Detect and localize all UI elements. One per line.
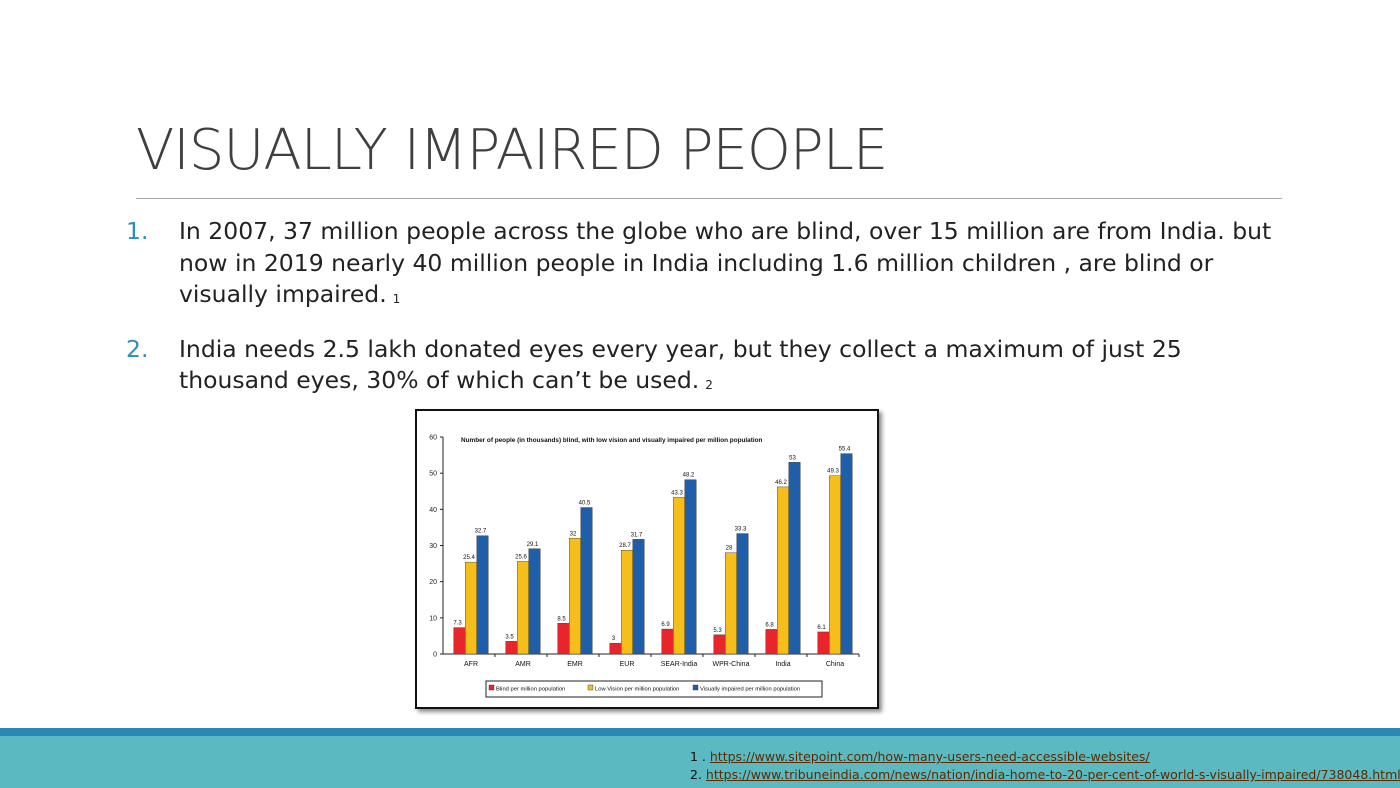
data-label: 33.3	[735, 527, 747, 533]
bullet-ref-1: 1	[392, 292, 401, 306]
data-label: 25.6	[515, 554, 527, 560]
title-divider	[136, 198, 1282, 199]
bar	[673, 497, 685, 655]
y-tick-label: 10	[429, 615, 437, 622]
y-tick-label: 20	[429, 579, 437, 586]
reference-2: 2. https://www.tribuneindia.com/news/nat…	[690, 766, 1400, 784]
bar	[840, 453, 853, 655]
bar	[736, 533, 749, 655]
bar-chart: 0 10 20 30 40 50 60 Number of people (in thousa…	[429, 435, 860, 698]
legend-box	[485, 680, 823, 698]
bullet-number-1: 1.	[126, 217, 149, 245]
legend-label: Low Vision per million population	[595, 687, 679, 693]
y-tick-label: 30	[429, 543, 437, 550]
bar	[621, 550, 633, 655]
bar	[788, 462, 801, 655]
data-label: 49.3	[827, 469, 839, 475]
data-label: 43.3	[671, 490, 683, 496]
x-tick-label: China	[826, 661, 844, 668]
data-label: 7.3	[453, 621, 462, 627]
bar	[725, 552, 737, 655]
bar	[661, 628, 674, 655]
x-tick-label: AFR	[464, 661, 478, 668]
data-label: 3.5	[505, 634, 514, 640]
reference-1-link[interactable]: https://www.sitepoint.com/how-many-users…	[709, 749, 1150, 764]
bar	[453, 627, 466, 655]
reference-1-label: 1 .	[690, 749, 710, 764]
slide-title: VISUALLY IMPAIRED PEOPLE	[136, 118, 888, 183]
data-label: 31.7	[631, 532, 643, 538]
reference-2-link[interactable]: https://www.tribuneindia.com/news/nation…	[705, 767, 1400, 782]
chart-image-frame: 0 10 20 30 40 50 60 Number of people (in thousa…	[415, 409, 879, 709]
y-tick-label: 0	[433, 652, 437, 659]
bar	[517, 561, 529, 655]
bar	[609, 642, 622, 655]
legend-label: Blind per million population	[496, 687, 565, 693]
legend-swatch	[587, 684, 594, 691]
data-label: 6.9	[661, 622, 670, 628]
bar	[465, 561, 477, 655]
y-tick-label: 40	[429, 507, 437, 514]
data-label: 3	[612, 636, 616, 642]
y-tick-label: 50	[429, 471, 437, 478]
bullet-item-1: 1. In 2007, 37 million people across the…	[126, 216, 1286, 316]
data-label: 53	[789, 455, 796, 461]
bar	[569, 538, 581, 655]
x-tick-label: EUR	[620, 661, 635, 668]
bullet-ref-2: 2	[705, 378, 713, 392]
x-tick-label: WPR-China	[713, 661, 750, 668]
data-label: 25.4	[463, 555, 475, 561]
bar	[476, 535, 489, 655]
y-tick-label: 60	[429, 435, 437, 442]
data-label: 28.7	[619, 543, 631, 549]
data-label: 6.8	[765, 622, 774, 628]
x-tick-label: EMR	[567, 661, 583, 668]
footer-band	[0, 736, 1400, 788]
reference-1: 1 . https://www.sitepoint.com/how-many-u…	[690, 748, 1400, 766]
bar	[765, 629, 778, 655]
bullet-text-2: India needs 2.5 lakh donated eyes every …	[179, 334, 1182, 395]
reference-2-label: 2.	[690, 767, 706, 782]
bullet-item-2: 2. India needs 2.5 lakh donated eyes eve…	[126, 334, 1286, 402]
bullet-list: 1. In 2007, 37 million people across the…	[126, 216, 1286, 420]
chart-title: Number of people (in thousands) blind, w…	[461, 437, 763, 444]
data-label: 8.5	[557, 616, 566, 622]
bar	[777, 486, 789, 655]
data-label: 6.1	[817, 625, 826, 631]
bullet-number-2: 2.	[126, 334, 149, 363]
data-label: 55.4	[839, 447, 851, 453]
bar	[713, 634, 726, 655]
legend-swatch	[692, 684, 699, 691]
data-label: 40.5	[579, 501, 591, 507]
bullet-text-1: In 2007, 37 million people across the gl…	[179, 217, 1272, 308]
data-label: 29.1	[527, 542, 539, 548]
bar	[817, 631, 830, 655]
x-tick-label: SEAR-India	[661, 661, 698, 668]
x-tick-label: India	[775, 661, 790, 668]
bar	[580, 507, 593, 655]
data-label: 5.3	[713, 628, 722, 634]
bar	[505, 641, 518, 655]
legend-swatch	[488, 684, 495, 691]
legend-label: Visually impaired per million population	[700, 687, 800, 693]
bar	[684, 479, 697, 655]
bar	[557, 623, 570, 655]
data-label: 48.2	[683, 473, 695, 479]
references: 1 . https://www.sitepoint.com/how-many-u…	[690, 748, 1400, 784]
data-label: 32	[570, 531, 577, 537]
footer-stripe	[0, 728, 1400, 736]
data-label: 32.7	[475, 529, 487, 535]
bar	[528, 548, 541, 655]
data-label: 46.2	[775, 480, 787, 486]
x-tick-label: AMR	[515, 661, 531, 668]
bar	[632, 539, 645, 655]
data-label: 28	[726, 546, 733, 552]
bar	[829, 475, 841, 655]
